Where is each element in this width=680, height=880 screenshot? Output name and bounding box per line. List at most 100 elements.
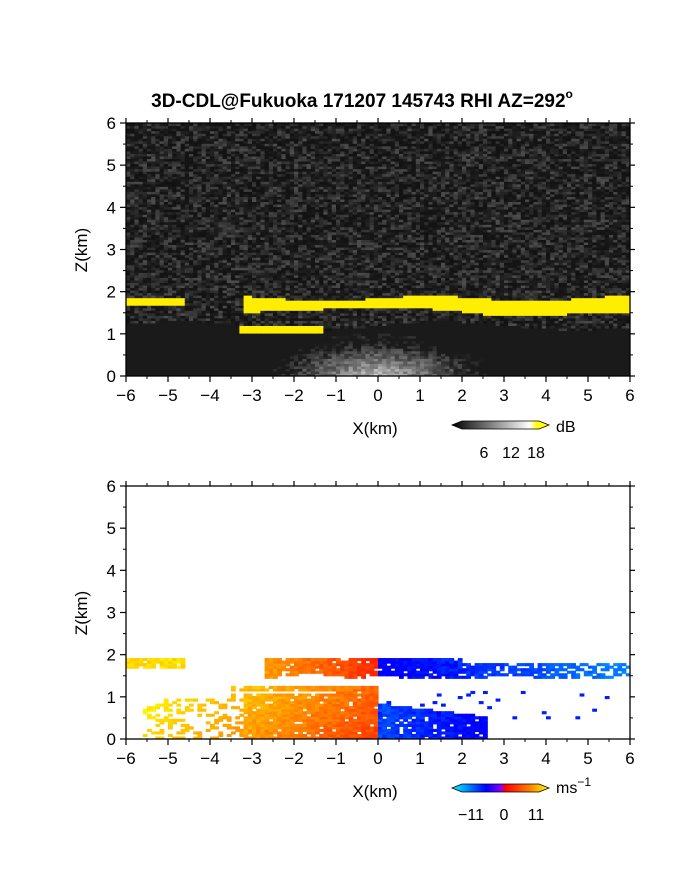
snr-cell [126,292,131,296]
snr-cell [138,168,144,172]
snr-cell [285,241,291,246]
snr-cell [306,277,312,281]
snr-cell [189,363,194,367]
snr-cell [130,302,135,306]
snr-cell [260,241,266,246]
snr-cell [302,287,308,291]
snr-cell [147,373,152,376]
snr-cell [273,335,278,339]
snr-cell [130,277,135,281]
snr-cell [222,171,228,175]
snr-cell [285,340,291,344]
snr-cell [247,198,253,203]
snr-cell [243,355,249,359]
snr-cell [252,320,257,324]
snr-cell [256,216,261,220]
snr-cell [231,264,236,268]
snr-cell [180,239,186,243]
snr-cell [184,269,190,273]
snr-cell [138,226,144,230]
snr-cell [214,330,219,334]
snr-cell [231,168,236,172]
snr-cell [252,178,257,182]
snr-cell [210,186,215,190]
snr-cell [147,221,152,225]
snr-cell [226,348,232,352]
snr-cell [268,145,274,149]
snr-cell [277,216,282,220]
snr-cell [134,320,140,324]
snr-cell [323,353,329,357]
snr-cell [151,363,156,367]
snr-cell [256,168,261,172]
snr-cell [159,300,165,304]
snr-cell [285,259,291,263]
snr-cell [268,330,274,334]
snr-cell [189,262,194,266]
snr-cell [315,340,320,344]
snr-cell [218,310,224,314]
snr-cell [226,206,232,210]
snr-cell [159,239,165,243]
snr-cell [159,183,165,187]
snr-cell [298,315,303,319]
snr-cell [231,201,236,205]
snr-cell [302,231,308,235]
snr-cell [331,322,337,326]
snr-cell [168,198,173,203]
snr-cell [201,365,207,370]
snr-cell [277,201,282,205]
snr-cell [310,272,316,276]
snr-cell [310,231,316,235]
snr-cell [294,153,299,157]
snr-cell [159,214,165,218]
snr-cell [193,176,198,180]
snr-cell [130,188,135,192]
snr-cell [218,322,224,326]
snr-cell [126,279,131,283]
snr-cell [294,307,299,311]
snr-cell [319,236,324,240]
snr-cell [285,153,291,157]
snr-cell [319,307,324,311]
snr-cell [147,163,152,167]
snr-cell [197,226,203,230]
snr-cell [197,214,203,218]
snr-cell [289,322,295,326]
snr-cell [163,234,169,238]
snr-cell [331,236,337,240]
snr-cell [239,216,245,220]
snr-cell [281,330,287,334]
snr-cell [281,201,287,205]
snr-cell [184,320,190,324]
snr-cell [310,340,316,344]
snr-cell [331,305,337,309]
snr-cell [138,143,144,147]
snr-cell [130,160,135,165]
snr-cell [327,148,333,152]
snr-cell [252,176,257,180]
snr-cell [147,148,152,152]
snr-cell [239,224,245,228]
snr-cell [298,335,303,339]
snr-cell [193,348,198,352]
snr-cell [180,358,186,362]
snr-cell [323,330,329,334]
snr-cell [231,241,236,246]
snr-cell [285,249,291,253]
snr-cell [239,360,245,364]
snr-cell [273,302,278,306]
snr-cell [210,173,215,177]
snr-cell [205,140,211,144]
snr-cell [197,158,203,162]
snr-cell [247,196,253,200]
snr-cell [277,338,282,342]
snr-cell [260,206,266,210]
snr-cell [189,140,194,144]
snr-cell [151,307,156,311]
snr-cell [130,186,135,190]
snr-cell [180,198,186,203]
snr-cell [176,368,182,372]
snr-cell [243,176,249,180]
snr-cell [302,241,308,246]
